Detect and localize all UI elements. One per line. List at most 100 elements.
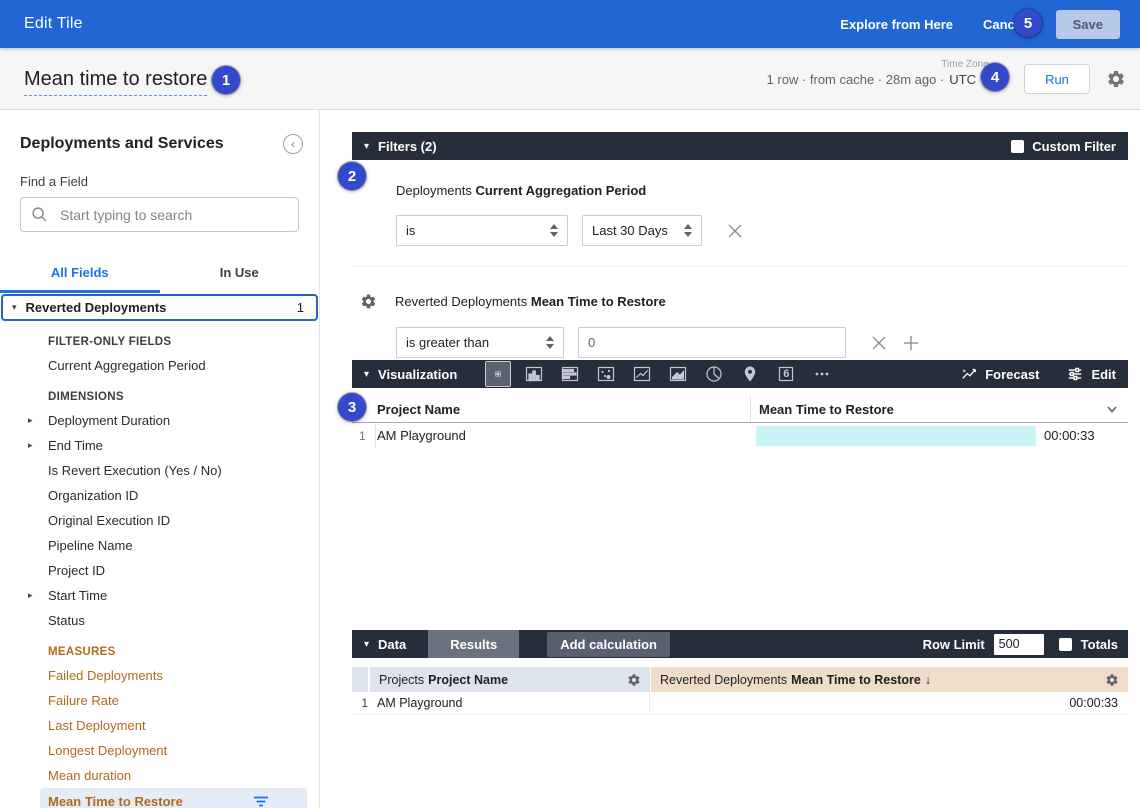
field-item-start-time[interactable]: ▸ Start Time [0, 583, 319, 608]
edit-viz-button[interactable]: Edit [1067, 366, 1116, 382]
search-input[interactable] [60, 206, 288, 223]
expand-caret-icon[interactable]: ▸ [28, 590, 33, 600]
map-viz-icon[interactable] [737, 361, 763, 387]
viz-table-header: Project Name Mean Time to Restore [352, 396, 1128, 423]
field-item-project-id[interactable]: Project ID [0, 558, 319, 583]
filter-operator-select[interactable]: is [396, 215, 568, 246]
viz-table-row[interactable]: 1 AM Playground 00:00:33 [352, 423, 1128, 448]
field-list: FILTER-ONLY FIELDS Current Aggregation Pe… [0, 323, 319, 808]
table-viz-icon[interactable] [485, 361, 512, 387]
col-scope: Reverted Deployments [660, 672, 788, 687]
bar-chart-viz-icon[interactable] [557, 361, 583, 387]
filter-value-select[interactable]: Last 30 Days [582, 215, 702, 246]
field-item-label: Organization ID [48, 488, 139, 503]
column-gear-icon[interactable] [627, 673, 641, 687]
scatter-viz-icon[interactable] [593, 361, 619, 387]
field-item-failure-rate[interactable]: Failure Rate [0, 688, 319, 713]
sort-descending-icon: ↓ [924, 672, 932, 687]
collapse-sidebar-icon[interactable]: ‹ [283, 134, 303, 154]
row-number-header [352, 667, 368, 692]
tile-title-editable[interactable]: Mean time to restore [24, 68, 208, 96]
row-limit-label: Row Limit [922, 636, 985, 652]
field-item-pipeline-name[interactable]: Pipeline Name [0, 533, 319, 558]
add-filter-icon[interactable] [902, 334, 920, 352]
field-item-label: Deployment Duration [48, 413, 171, 428]
explore-from-here-link[interactable]: Explore from Here [840, 16, 953, 32]
field-item-label: Last Deployment [48, 718, 146, 733]
project-name-cell: AM Playground [368, 692, 650, 714]
field-item-mean-duration[interactable]: Mean duration [0, 763, 319, 788]
remove-filter-icon[interactable] [726, 222, 744, 240]
data-table: Projects Project Name Reverted Deploymen… [352, 667, 1128, 715]
field-item-longest-deployment[interactable]: Longest Deployment [0, 738, 319, 763]
viz-col-mean-time-to-restore[interactable]: Mean Time to Restore [750, 396, 1128, 422]
data-header[interactable]: ▾ Data Results Add calculation Row Limit… [352, 630, 1128, 658]
viz-col-project-name[interactable]: Project Name [377, 401, 461, 417]
filter-row: is greater than [396, 327, 1128, 358]
forecast-icon [962, 368, 977, 379]
view-group-reverted-deployments[interactable]: ▾ Reverted Deployments 1 [1, 294, 318, 321]
field-item-end-time[interactable]: ▸ End Time [0, 433, 319, 458]
more-viz-types-icon[interactable] [809, 361, 835, 387]
field-item-organization-id[interactable]: Organization ID [0, 483, 319, 508]
data-panel: ▾ Data Results Add calculation Row Limit… [352, 630, 1128, 715]
chevron-down-icon[interactable] [1106, 403, 1118, 415]
visualization-header-label: Visualization [378, 366, 458, 382]
column-chart-viz-icon[interactable] [521, 361, 547, 387]
select-updown-icon [546, 336, 554, 349]
visualization-header[interactable]: ▾ Visualization [352, 360, 1128, 388]
field-item-failed-deployments[interactable]: Failed Deployments [0, 663, 319, 688]
annotation-badge-1: 1 [212, 66, 240, 94]
field-search-box[interactable] [20, 197, 299, 232]
totals-checkbox[interactable] [1058, 637, 1072, 651]
tab-in-use[interactable]: In Use [219, 265, 259, 280]
expand-caret-icon[interactable]: ▸ [28, 440, 33, 450]
data-col-project-name[interactable]: Projects Project Name [370, 667, 650, 692]
forecast-label: Forecast [985, 366, 1040, 382]
save-button[interactable]: Save [1055, 9, 1120, 39]
filter-operator-select[interactable]: is greater than [396, 327, 564, 358]
field-item-last-deployment[interactable]: Last Deployment [0, 713, 319, 738]
annotation-badge-2: 2 [338, 162, 366, 190]
column-gear-icon[interactable] [1105, 673, 1119, 687]
field-item-mean-time-to-restore[interactable]: Mean Time to Restore [40, 788, 307, 808]
filter-value-input[interactable] [578, 327, 846, 358]
run-button[interactable]: Run [1024, 64, 1090, 94]
filter-operator-value: is [406, 223, 416, 238]
row-limit-input[interactable] [993, 633, 1044, 655]
field-section-header: DIMENSIONS [48, 391, 124, 403]
field-item-is-revert-execution-yes-no[interactable]: Is Revert Execution (Yes / No) [0, 458, 319, 483]
col-field: Project Name [428, 672, 509, 687]
remove-filter-icon[interactable] [870, 334, 888, 352]
pie-chart-viz-icon[interactable] [701, 361, 727, 387]
filter-operator-value: is greater than [406, 335, 490, 350]
gear-icon[interactable] [1106, 69, 1126, 89]
area-chart-viz-icon[interactable] [665, 361, 691, 387]
tab-results[interactable]: Results [428, 630, 520, 658]
field-item-original-execution-id[interactable]: Original Execution ID [0, 508, 319, 533]
single-value-viz-icon[interactable]: 6 [773, 361, 799, 387]
data-col-mean-time-to-restore[interactable]: Reverted Deployments Mean Time to Restor… [651, 667, 1128, 692]
custom-filter-label: Custom Filter [1032, 138, 1116, 154]
totals-label: Totals [1080, 636, 1118, 652]
filters-header[interactable]: ▾ Filters (2) Custom Filter [352, 132, 1128, 160]
filter-gear-icon[interactable] [360, 293, 377, 310]
field-item-current-aggregation-period[interactable]: Current Aggregation Period [0, 353, 319, 378]
data-table-row[interactable]: 1 AM Playground 00:00:33 [352, 692, 1128, 715]
field-item-status[interactable]: Status [0, 608, 319, 633]
filter-icon[interactable] [253, 795, 269, 808]
explore-title: Deployments and Services [20, 135, 224, 152]
row-index: 1 [361, 696, 368, 710]
data-table-header: Projects Project Name Reverted Deploymen… [352, 667, 1128, 692]
expand-caret-icon[interactable]: ▸ [28, 415, 33, 425]
tab-all-fields[interactable]: All Fields [0, 256, 160, 293]
forecast-button[interactable]: Forecast [961, 366, 1039, 382]
select-updown-icon [684, 224, 692, 237]
col-scope: Projects [379, 672, 425, 687]
add-calculation-button[interactable]: Add calculation [547, 631, 670, 657]
custom-filter-checkbox[interactable] [1011, 139, 1025, 153]
single-value-glyph: 6 [783, 368, 790, 380]
field-item-deployment-duration[interactable]: ▸ Deployment Duration [0, 408, 319, 433]
annotation-badge-4: 4 [981, 63, 1009, 91]
line-chart-viz-icon[interactable] [629, 361, 655, 387]
